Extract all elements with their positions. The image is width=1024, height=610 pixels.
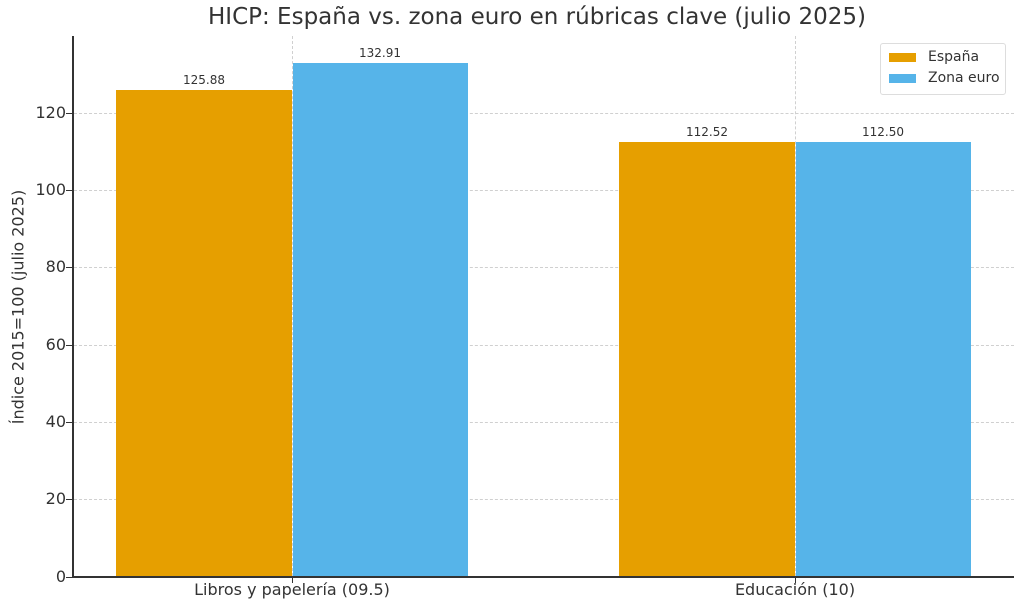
y-tick-label: 60 [45,335,66,354]
x-tick [292,578,293,583]
y-tick [66,113,72,114]
y-tick-label: 80 [45,257,66,276]
legend-label: Zona euro [928,70,1000,86]
y-tick [66,267,72,268]
gridline-80 [74,267,1014,268]
legend-swatch-espana [889,52,916,62]
x-tick-label: Educación (10) [734,580,856,599]
legend-label: España [928,49,980,65]
y-tick-label: 100 [35,180,66,199]
gridline-cat-1 [795,36,796,576]
x-axis [72,576,1014,578]
y-tick-label: 40 [45,412,66,431]
gridline-120 [74,113,1014,114]
y-tick-label: 20 [45,489,66,508]
bar-value-label: 112.50 [862,125,904,139]
x-tick-label: Libros y papelería (09.5) [194,580,390,599]
y-tick-label: 0 [55,567,66,586]
bar-espana-libros [116,90,292,577]
chart-title: HICP: España vs. zona euro en rúbricas c… [207,4,867,30]
legend-swatch-zona-euro [889,73,916,83]
y-tick [66,345,72,346]
y-axis-label: Índice 2015=100 (julio 2025) [8,189,28,425]
y-axis [72,36,74,578]
gridline-40 [74,422,1014,423]
y-tick [66,422,72,423]
bar-value-label: 112.52 [686,125,728,139]
gridline-100 [74,190,1014,191]
legend-item-espana: España [889,48,979,66]
bar-zona-euro-libros [293,63,468,577]
legend-item-zona-euro: Zona euro [889,69,1000,87]
bar-value-label: 132.91 [359,46,401,60]
legend: España Zona euro [880,43,1006,95]
y-tick [66,577,72,578]
y-tick [66,499,72,500]
y-tick-label: 120 [35,103,66,122]
x-tick [795,578,796,583]
gridline-cat-0 [292,36,293,576]
bar-value-label: 125.88 [183,73,225,87]
bar-espana-educacion [619,142,795,577]
gridline-60 [74,345,1014,346]
gridline-20 [74,499,1014,500]
y-tick [66,190,72,191]
bar-zona-euro-educacion [796,142,971,577]
